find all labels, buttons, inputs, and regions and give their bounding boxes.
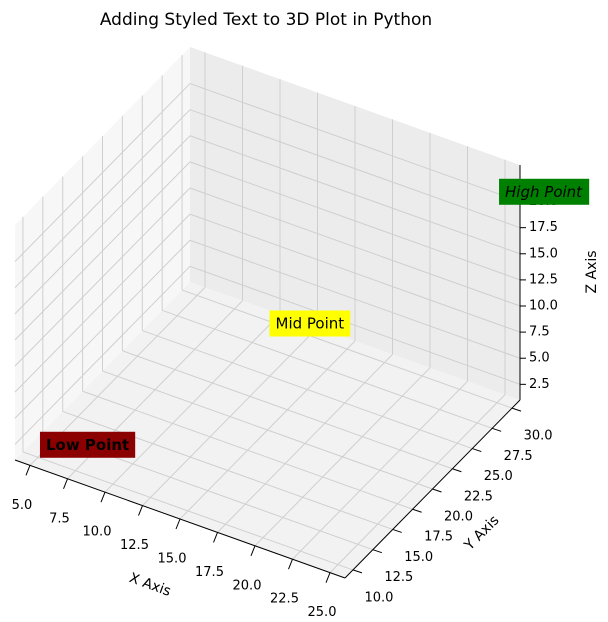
x-tick-label: 17.5 bbox=[195, 565, 224, 580]
tick-mark bbox=[511, 407, 522, 412]
grid-line bbox=[189, 239, 521, 359]
y-tick-label: 20.0 bbox=[444, 510, 473, 525]
x-tick-label: 22.5 bbox=[270, 592, 299, 607]
grid-line bbox=[14, 109, 191, 289]
grid-line bbox=[14, 135, 191, 315]
z-tick-label: 17.5 bbox=[529, 220, 558, 235]
tick-mark bbox=[472, 448, 482, 453]
z-tick-label: 2.5 bbox=[529, 377, 550, 392]
grid-line bbox=[14, 265, 191, 445]
y-tick-label: 10.0 bbox=[364, 590, 393, 605]
grid-line bbox=[82, 390, 413, 510]
annotation-box bbox=[39, 431, 136, 458]
grid-line bbox=[14, 161, 191, 341]
x-axis-label: X Axis bbox=[127, 570, 173, 600]
z-tick-label: 15.0 bbox=[529, 246, 558, 261]
grid-line bbox=[142, 330, 473, 450]
grid-line bbox=[189, 161, 521, 281]
tick-mark bbox=[492, 427, 502, 432]
z-axis-label: Z Axis bbox=[584, 250, 600, 293]
grid-line bbox=[189, 265, 521, 385]
z-tick-label: 10.0 bbox=[529, 299, 558, 314]
tick-mark bbox=[213, 532, 218, 543]
tick-mark bbox=[25, 465, 31, 476]
grid-line bbox=[189, 213, 521, 333]
grid-line bbox=[14, 213, 191, 393]
x-tick-label: 15.0 bbox=[158, 552, 187, 567]
z-tick-label: 12.5 bbox=[529, 272, 558, 287]
y-tick-label: 12.5 bbox=[384, 570, 413, 585]
grid-line bbox=[189, 187, 521, 307]
tick-mark bbox=[372, 549, 382, 554]
tick-mark bbox=[432, 488, 442, 493]
z-tick-label: 7.5 bbox=[529, 325, 550, 340]
tick-mark bbox=[175, 518, 181, 530]
x-tick-label: 7.5 bbox=[49, 511, 70, 526]
annotation-text: Mid Point bbox=[276, 315, 345, 333]
x-tick-label: 20.0 bbox=[233, 578, 262, 593]
tick-mark bbox=[392, 528, 402, 533]
annotation: Mid Point bbox=[269, 310, 351, 337]
tick-mark bbox=[325, 572, 331, 583]
tick-mark bbox=[412, 508, 422, 513]
z-tick-label: 5.0 bbox=[529, 351, 550, 366]
grid-line bbox=[189, 83, 521, 203]
tick-mark bbox=[138, 505, 143, 516]
tick-mark bbox=[288, 559, 293, 570]
tick-mark bbox=[452, 468, 462, 473]
x-axis-line bbox=[14, 459, 346, 579]
y-tick-label: 30.0 bbox=[524, 429, 553, 444]
grid-line bbox=[62, 410, 393, 530]
annotation: High Point bbox=[499, 178, 590, 205]
y-tick-label: 25.0 bbox=[484, 469, 513, 484]
grid-line bbox=[181, 289, 513, 409]
grid-line bbox=[22, 451, 354, 571]
grid-line bbox=[14, 187, 191, 367]
grid-line bbox=[14, 83, 191, 262]
x-tick-label: 12.5 bbox=[120, 538, 149, 553]
y-tick-label: 15.0 bbox=[404, 550, 433, 565]
tick-mark bbox=[250, 545, 256, 557]
y-axis-line bbox=[344, 399, 521, 579]
annotation: Low Point bbox=[39, 431, 136, 458]
x-tick-label: 25.0 bbox=[308, 605, 337, 620]
grid-line bbox=[161, 309, 493, 429]
y-tick-label: 27.5 bbox=[504, 449, 533, 464]
y-tick-label: 17.5 bbox=[424, 530, 453, 545]
annotation-text: High Point bbox=[505, 183, 583, 201]
annotation-box bbox=[499, 178, 590, 205]
tick-mark bbox=[352, 569, 363, 574]
grid-line bbox=[189, 135, 521, 255]
tick-mark bbox=[63, 478, 68, 489]
annotation-box bbox=[269, 310, 351, 337]
y-tick-label: 22.5 bbox=[464, 489, 493, 504]
grid-line bbox=[102, 370, 433, 490]
grid-line bbox=[122, 350, 453, 470]
chart-title: Adding Styled Text to 3D Plot in Python bbox=[100, 10, 432, 30]
x-tick-label: 5.0 bbox=[12, 498, 33, 513]
tick-mark bbox=[100, 491, 106, 503]
x-tick-label: 10.0 bbox=[83, 525, 112, 540]
grid-line bbox=[14, 239, 191, 419]
annotation-text: Low Point bbox=[46, 436, 129, 454]
grid-line bbox=[189, 109, 521, 229]
